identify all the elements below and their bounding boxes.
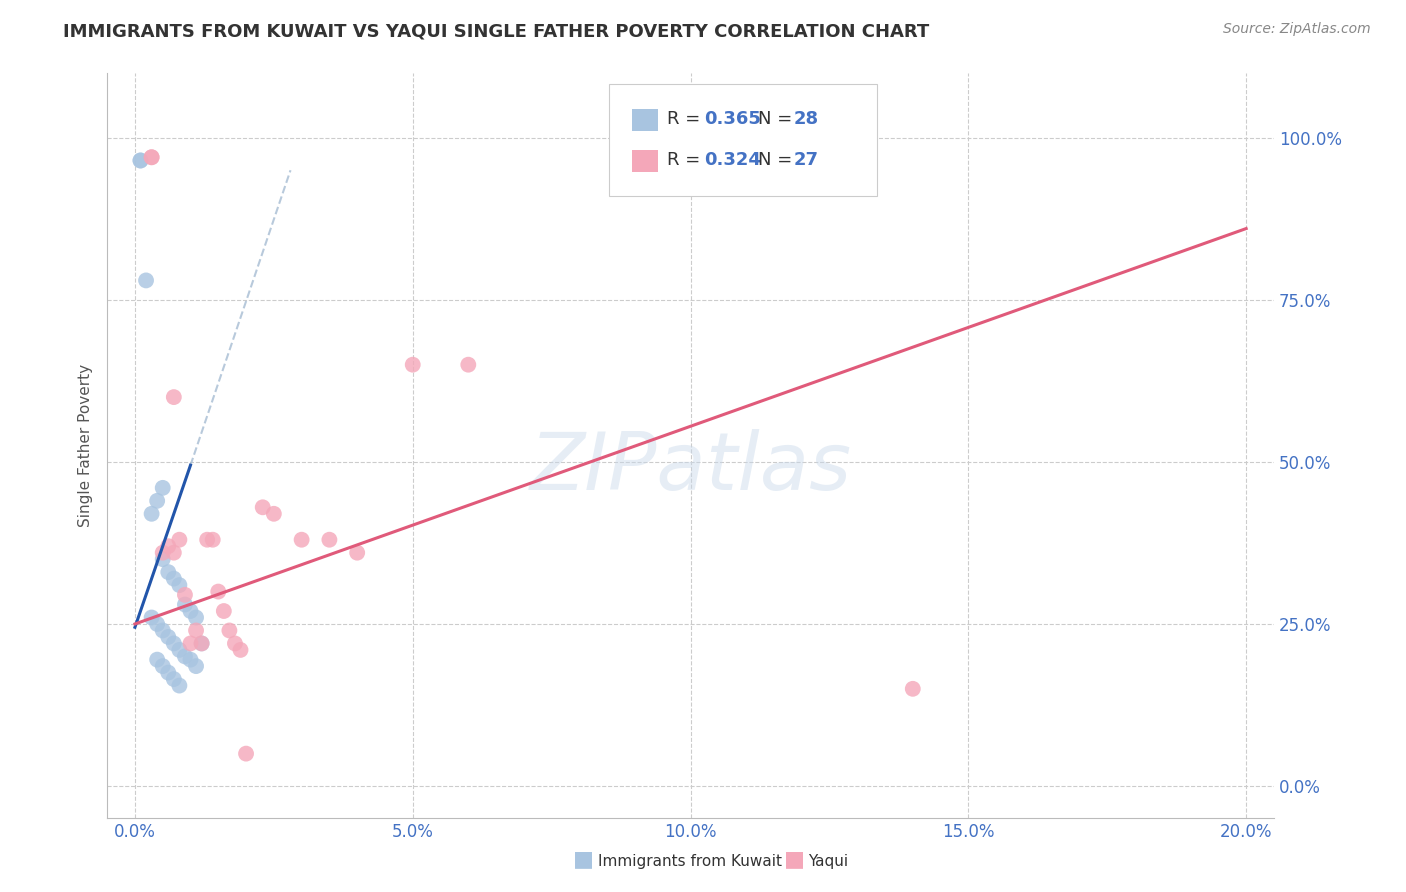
Point: [184, 659, 207, 673]
Point: [263, 507, 285, 521]
Point: [152, 552, 174, 566]
Point: [174, 588, 197, 602]
Point: [235, 747, 257, 761]
Point: [163, 390, 186, 404]
Y-axis label: Single Father Poverty: Single Father Poverty: [79, 364, 93, 527]
Text: 28: 28: [793, 111, 818, 128]
Point: [252, 500, 274, 515]
Point: [218, 624, 240, 638]
Point: [201, 533, 224, 547]
Point: [141, 150, 163, 164]
Text: Source: ZipAtlas.com: Source: ZipAtlas.com: [1223, 22, 1371, 37]
Point: [152, 624, 174, 638]
Text: 27: 27: [793, 152, 818, 169]
Point: [179, 604, 201, 618]
Point: [152, 659, 174, 673]
Point: [141, 150, 163, 164]
Point: [184, 624, 207, 638]
Point: [190, 636, 212, 650]
Point: [190, 636, 212, 650]
Point: [152, 546, 174, 560]
Point: [163, 636, 186, 650]
Point: [146, 653, 169, 667]
Point: [174, 598, 197, 612]
Point: [291, 533, 314, 547]
Point: [129, 153, 152, 168]
Point: [901, 681, 924, 696]
Point: [402, 358, 425, 372]
Point: [146, 617, 169, 632]
Point: [141, 610, 163, 624]
Text: R =: R =: [668, 111, 706, 128]
Text: N =: N =: [758, 111, 799, 128]
Point: [179, 636, 201, 650]
Bar: [633, 150, 658, 172]
Point: [163, 572, 186, 586]
Point: [318, 533, 340, 547]
Point: [346, 546, 368, 560]
Point: [184, 610, 207, 624]
Text: IMMIGRANTS FROM KUWAIT VS YAQUI SINGLE FATHER POVERTY CORRELATION CHART: IMMIGRANTS FROM KUWAIT VS YAQUI SINGLE F…: [63, 22, 929, 40]
Text: Immigrants from Kuwait: Immigrants from Kuwait: [598, 854, 782, 869]
Point: [169, 643, 191, 657]
Point: [207, 584, 229, 599]
Text: R =: R =: [668, 152, 706, 169]
Point: [157, 539, 180, 553]
Text: 0.365: 0.365: [704, 111, 762, 128]
Text: ■: ■: [574, 849, 593, 869]
Point: [169, 679, 191, 693]
Point: [141, 507, 163, 521]
Text: ■: ■: [785, 849, 804, 869]
Point: [195, 533, 218, 547]
Point: [135, 273, 157, 287]
Text: Yaqui: Yaqui: [808, 854, 849, 869]
FancyBboxPatch shape: [609, 84, 877, 196]
Point: [146, 493, 169, 508]
Point: [174, 649, 197, 664]
Point: [179, 653, 201, 667]
Point: [212, 604, 235, 618]
Text: ZIPatlas: ZIPatlas: [530, 429, 852, 507]
Text: 0.324: 0.324: [704, 152, 762, 169]
Text: N =: N =: [758, 152, 799, 169]
Point: [152, 481, 174, 495]
Point: [169, 578, 191, 592]
Point: [157, 630, 180, 644]
Point: [457, 358, 479, 372]
Point: [224, 636, 246, 650]
Point: [169, 533, 191, 547]
Point: [129, 153, 152, 168]
Bar: [633, 109, 658, 131]
Point: [229, 643, 252, 657]
Point: [157, 665, 180, 680]
Point: [163, 546, 186, 560]
Point: [163, 672, 186, 686]
Point: [157, 565, 180, 579]
